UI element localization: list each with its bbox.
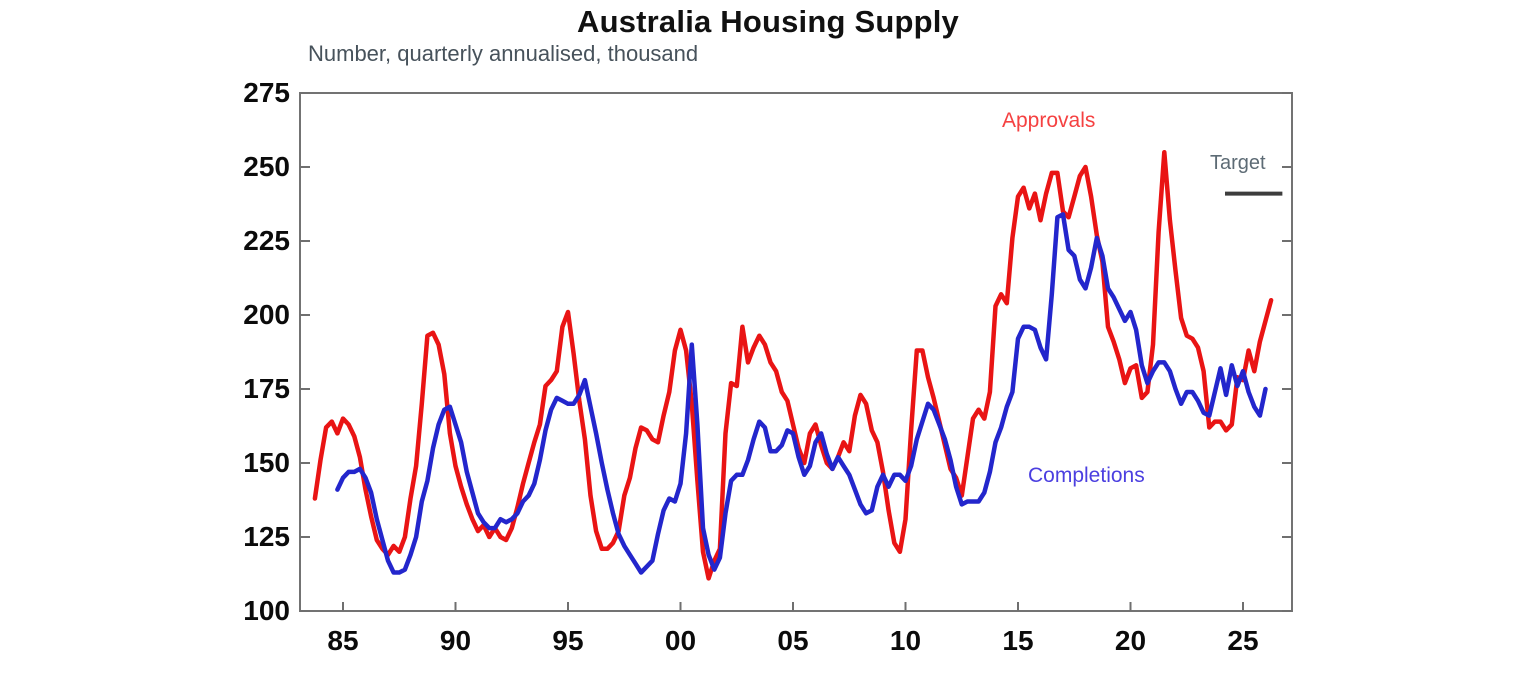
- target-label: Target: [1210, 152, 1266, 174]
- y-axis-tick-label: 275: [243, 77, 290, 108]
- y-axis-tick-label: 250: [243, 151, 290, 182]
- x-axis-tick-label: 20: [1114, 625, 1147, 656]
- y-axis-tick-label: 200: [243, 299, 290, 330]
- y-axis-tick-label: 225: [243, 225, 290, 256]
- x-axis-tick-label: 25: [1227, 625, 1259, 656]
- approvals-line: [312, 149, 1274, 581]
- completions-series-label: Completions: [1028, 464, 1145, 487]
- completions-line: [335, 212, 1268, 575]
- approvals-series-label: Approvals: [1002, 109, 1096, 132]
- y-axis-tick-label: 100: [243, 595, 290, 626]
- x-axis-tick-label: 95: [552, 625, 584, 656]
- x-axis-tick-label: 00: [664, 625, 697, 656]
- chart-title: Australia Housing Supply: [576, 4, 959, 39]
- x-axis-tick-label: 85: [327, 625, 359, 656]
- y-axis-tick-label: 150: [243, 447, 290, 478]
- chart-subtitle: Number, quarterly annualised, thousand: [308, 41, 699, 66]
- plot-frame: [299, 92, 1293, 612]
- x-axis-tick-label: 10: [889, 625, 922, 656]
- x-axis-tick-label: 90: [439, 625, 472, 656]
- x-axis-tick-label: 15: [1002, 625, 1034, 656]
- y-axis-tick-label: 175: [243, 373, 290, 404]
- y-axis-tick-label: 125: [243, 521, 290, 552]
- x-axis-tick-label: 05: [777, 625, 809, 656]
